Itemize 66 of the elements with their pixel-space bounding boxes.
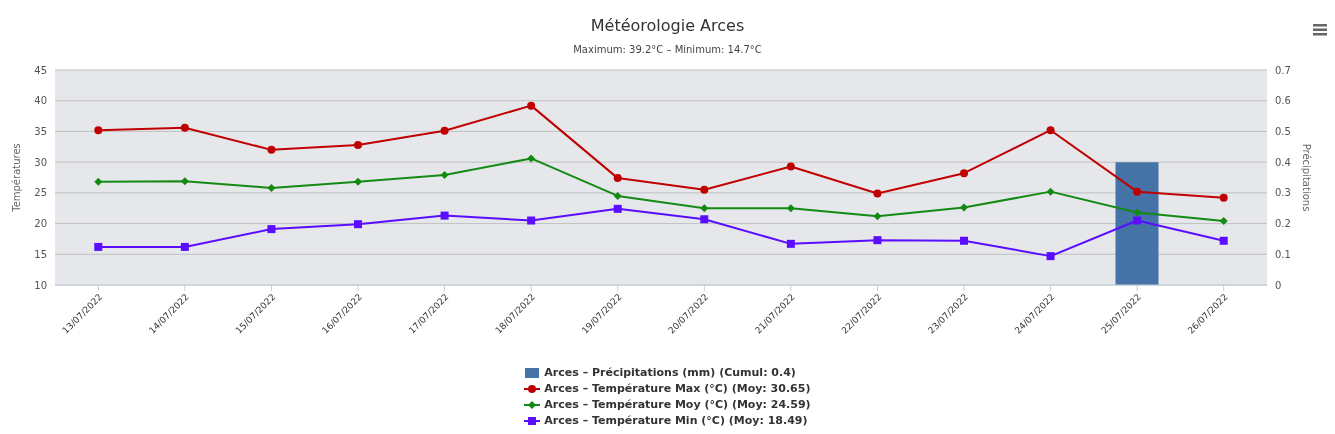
point xyxy=(786,239,795,248)
point xyxy=(1219,193,1228,202)
point xyxy=(527,154,536,163)
point xyxy=(613,191,622,200)
point xyxy=(786,162,795,171)
point xyxy=(1219,217,1228,226)
y2-tick-label: 0.6 xyxy=(1275,95,1291,107)
point xyxy=(267,145,276,154)
legend-label: Arces – Précipitations (mm) (Cumul: 0.4) xyxy=(544,365,796,381)
point xyxy=(180,123,189,132)
y-tick-label: 45 xyxy=(34,64,47,76)
point xyxy=(94,126,103,135)
y2-tick-label: 0.7 xyxy=(1275,64,1291,76)
y2-axis-title: Précipitations xyxy=(1301,143,1313,212)
y-tick-label: 10 xyxy=(34,279,47,291)
y2-tick-label: 0.3 xyxy=(1275,187,1291,199)
point xyxy=(180,177,189,186)
point xyxy=(180,242,189,251)
point xyxy=(786,204,795,213)
chart-subtitle: Maximum: 39.2°C – Minimum: 14.7°C xyxy=(572,44,763,57)
y-tick-label: 15 xyxy=(34,248,47,260)
point xyxy=(527,101,536,110)
y2-tick-label: 0.2 xyxy=(1275,218,1291,230)
chart-title: Météorologie Arces xyxy=(589,15,746,37)
point xyxy=(1046,252,1055,261)
point xyxy=(613,204,622,213)
point xyxy=(1046,187,1055,196)
point xyxy=(440,171,449,180)
point xyxy=(700,215,709,224)
legend-label: Arces – Température Moy (°C) (Moy: 24.59) xyxy=(544,397,811,413)
y-tick-label: 30 xyxy=(34,156,47,168)
y2-tick-label: 0.4 xyxy=(1275,156,1291,168)
point xyxy=(873,236,882,245)
legend-label: Arces – Température Max (°C) (Moy: 30.65) xyxy=(544,381,811,397)
y-tick-label: 25 xyxy=(34,187,47,199)
y-tick-label: 20 xyxy=(34,218,47,230)
point xyxy=(960,203,968,212)
y-tick-label: 35 xyxy=(34,125,47,137)
point xyxy=(527,216,536,225)
y2-tick-label: 0.1 xyxy=(1275,248,1291,260)
point xyxy=(267,225,276,234)
point xyxy=(1046,126,1055,135)
point xyxy=(94,177,103,186)
point xyxy=(873,212,882,221)
point xyxy=(700,204,709,213)
point xyxy=(613,174,622,183)
point xyxy=(1133,216,1142,225)
legend-label: Arces – Température Min (°C) (Moy: 18.49) xyxy=(544,413,808,429)
y2-tick-label: 0.5 xyxy=(1275,125,1291,137)
point xyxy=(354,177,362,186)
y2-tick-label: 0 xyxy=(1275,279,1282,291)
point xyxy=(1219,236,1228,245)
point xyxy=(440,211,449,220)
point xyxy=(354,220,362,229)
point xyxy=(960,236,968,245)
point xyxy=(1133,208,1142,217)
point xyxy=(440,126,449,135)
point xyxy=(267,183,276,192)
point xyxy=(873,189,882,198)
y-tick-label: 40 xyxy=(34,95,47,107)
point xyxy=(700,185,709,194)
point xyxy=(1133,187,1142,196)
point xyxy=(354,140,362,149)
point xyxy=(960,169,968,178)
point xyxy=(94,242,103,251)
y-axis-title: Températures xyxy=(10,143,22,213)
